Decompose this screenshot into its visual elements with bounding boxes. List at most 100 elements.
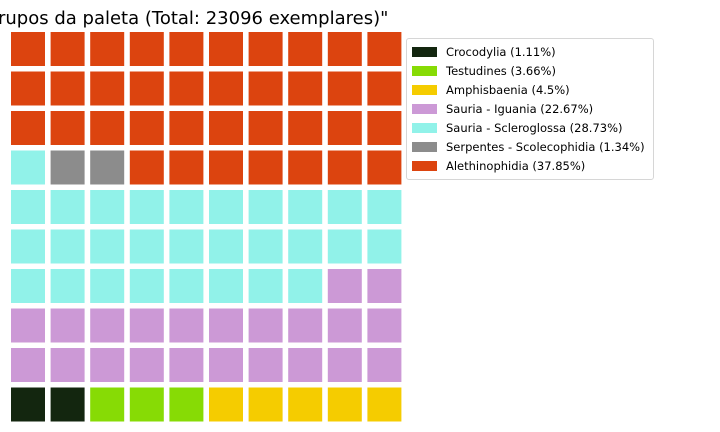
waffle-square-amphisbaenia [248, 387, 283, 422]
waffle-square-sauria-scleroglossa [367, 229, 402, 264]
waffle-square-sauria-scleroglossa [288, 229, 323, 264]
waffle-square-alethinophidia [209, 32, 243, 66]
waffle-square-alethinophidia [11, 71, 45, 106]
waffle-square-sauria-iguania [367, 269, 402, 303]
waffle-square-alethinophidia [129, 150, 164, 185]
waffle-square-serpentes-scolecophidia [50, 150, 85, 185]
waffle-square-alethinophidia [209, 150, 243, 185]
waffle-square-sauria-iguania [11, 308, 45, 343]
waffle-square-alethinophidia [209, 111, 243, 145]
waffle-square-sauria-scleroglossa [129, 190, 164, 224]
waffle-square-sauria-scleroglossa [169, 269, 204, 303]
waffle-square-alethinophidia [169, 71, 204, 106]
waffle-square-sauria-iguania [50, 348, 85, 382]
waffle-square-sauria-scleroglossa [50, 229, 85, 264]
waffle-square-sauria-iguania [327, 308, 362, 343]
legend-item: Testudines (3.66%) [407, 61, 653, 80]
waffle-square-alethinophidia [50, 111, 85, 145]
waffle-grid [11, 32, 402, 422]
waffle-square-sauria-scleroglossa [50, 269, 85, 303]
waffle-square-sauria-iguania [367, 308, 402, 343]
waffle-square-alethinophidia [288, 32, 323, 66]
waffle-square-sauria-scleroglossa [90, 229, 125, 264]
waffle-square-sauria-iguania [11, 348, 45, 382]
waffle-square-sauria-scleroglossa [129, 269, 164, 303]
waffle-square-sauria-scleroglossa [248, 190, 283, 224]
waffle-square-sauria-scleroglossa [50, 190, 85, 224]
waffle-square-alethinophidia [209, 71, 243, 106]
legend-label: Crocodylia (1.11%) [446, 44, 556, 59]
waffle-square-amphisbaenia [367, 387, 402, 422]
waffle-square-alethinophidia [50, 71, 85, 106]
waffle-square-alethinophidia [90, 32, 125, 66]
legend-label: Amphisbaenia (4.5%) [446, 82, 570, 97]
waffle-square-amphisbaenia [209, 387, 243, 422]
waffle-square-alethinophidia [169, 32, 204, 66]
waffle-square-alethinophidia [367, 71, 402, 106]
waffle-square-alethinophidia [129, 111, 164, 145]
legend-swatch [412, 122, 437, 133]
waffle-square-sauria-scleroglossa [367, 190, 402, 224]
waffle-square-alethinophidia [129, 32, 164, 66]
legend-item: Amphisbaenia (4.5%) [407, 80, 653, 99]
legend-item: Crocodylia (1.11%) [407, 42, 653, 61]
legend-item: Serpentes - Scolecophidia (1.34%) [407, 137, 653, 156]
legend-swatch [412, 84, 437, 95]
chart-title: rupos da paleta (Total: 23096 exemplares… [0, 8, 389, 29]
waffle-square-sauria-iguania [367, 348, 402, 382]
legend-item: Sauria - Scleroglossa (28.73%) [407, 118, 653, 137]
legend-swatch [412, 141, 437, 152]
waffle-square-sauria-iguania [169, 308, 204, 343]
waffle-square-sauria-iguania [248, 308, 283, 343]
waffle-square-sauria-iguania [288, 308, 323, 343]
waffle-square-alethinophidia [90, 111, 125, 145]
waffle-square-alethinophidia [248, 150, 283, 185]
legend-item: Sauria - Iguania (22.67%) [407, 99, 653, 118]
waffle-square-alethinophidia [288, 150, 323, 185]
waffle-square-alethinophidia [248, 71, 283, 106]
legend: Crocodylia (1.11%) Testudines (3.66%) Amph… [406, 38, 654, 180]
waffle-square-testudines [129, 387, 164, 422]
waffle-square-sauria-scleroglossa [11, 190, 45, 224]
waffle-square-alethinophidia [327, 111, 362, 145]
waffle-square-sauria-scleroglossa [169, 190, 204, 224]
legend-label: Sauria - Iguania (22.67%) [446, 101, 594, 116]
waffle-square-sauria-scleroglossa [327, 229, 362, 264]
waffle-square-alethinophidia [169, 111, 204, 145]
waffle-square-sauria-iguania [248, 348, 283, 382]
waffle-square-crocodylia [50, 387, 85, 422]
waffle-square-sauria-scleroglossa [209, 229, 243, 264]
waffle-square-sauria-iguania [209, 348, 243, 382]
waffle-square-sauria-iguania [90, 348, 125, 382]
waffle-square-alethinophidia [327, 150, 362, 185]
waffle-square-alethinophidia [367, 32, 402, 66]
legend-swatch [412, 160, 437, 171]
waffle-square-sauria-scleroglossa [288, 269, 323, 303]
waffle-square-amphisbaenia [288, 387, 323, 422]
waffle-square-alethinophidia [367, 150, 402, 185]
waffle-square-sauria-iguania [209, 308, 243, 343]
waffle-square-sauria-iguania [90, 308, 125, 343]
waffle-square-sauria-iguania [327, 269, 362, 303]
waffle-square-testudines [90, 387, 125, 422]
waffle-square-serpentes-scolecophidia [90, 150, 125, 185]
waffle-square-sauria-scleroglossa [11, 150, 45, 185]
waffle-square-sauria-scleroglossa [248, 269, 283, 303]
waffle-square-alethinophidia [50, 32, 85, 66]
waffle-square-sauria-scleroglossa [90, 269, 125, 303]
waffle-square-alethinophidia [327, 32, 362, 66]
waffle-square-sauria-scleroglossa [169, 229, 204, 264]
waffle-square-alethinophidia [327, 71, 362, 106]
legend-label: Sauria - Scleroglossa (28.73%) [446, 120, 623, 135]
waffle-square-sauria-iguania [169, 348, 204, 382]
waffle-square-testudines [169, 387, 204, 422]
waffle-square-alethinophidia [367, 111, 402, 145]
waffle-square-sauria-scleroglossa [11, 269, 45, 303]
waffle-square-sauria-scleroglossa [288, 190, 323, 224]
legend-label: Serpentes - Scolecophidia (1.34%) [446, 139, 645, 154]
waffle-square-alethinophidia [169, 150, 204, 185]
waffle-square-sauria-scleroglossa [327, 190, 362, 224]
waffle-square-alethinophidia [11, 32, 45, 66]
legend-swatch [412, 103, 437, 114]
waffle-square-alethinophidia [129, 71, 164, 106]
